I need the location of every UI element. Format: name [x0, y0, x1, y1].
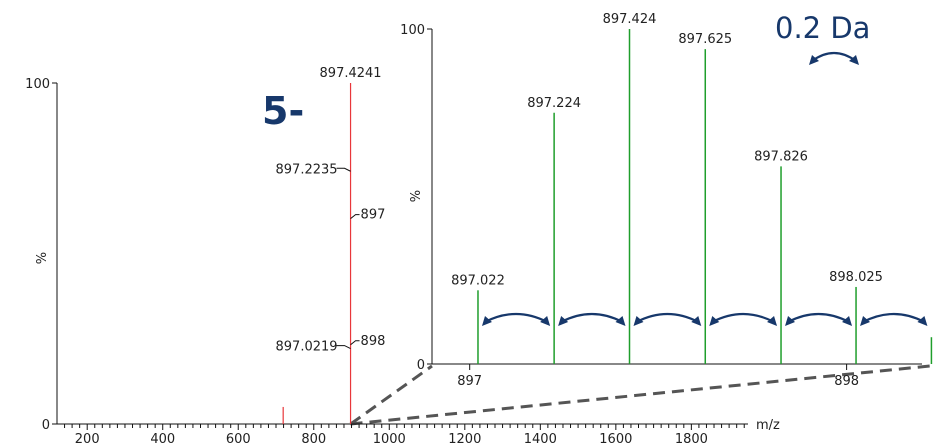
main-x-tick-label: 1800	[675, 432, 708, 447]
spacing-arrow-head-left	[633, 316, 644, 326]
inset-peak-label: 897.826	[754, 149, 808, 164]
main-x-tick-label: 400	[150, 432, 175, 447]
zoom-indicator	[349, 364, 931, 426]
inset-y-axis-title: %	[409, 190, 424, 202]
main-x-tick-label: 800	[301, 432, 326, 447]
inset-peak-label: 897.424	[603, 12, 657, 27]
zoom-line-left	[349, 364, 433, 426]
spacing-arrow-head-right	[691, 316, 702, 326]
main-x-tick-label: 600	[226, 432, 251, 447]
main-x-axis-title: m/z	[756, 418, 780, 433]
main-peak-label: 898	[361, 334, 386, 349]
main-peak-leader	[350, 340, 360, 346]
inset-x-tick-label: 897	[457, 374, 482, 389]
spacing-arrow-curve	[711, 312, 775, 323]
legend-spacing-arrow-curve	[811, 51, 857, 62]
spacing-arrow-curve	[560, 312, 624, 323]
inset-y-tick-label: 100	[400, 23, 425, 38]
main-peak-leader	[350, 214, 360, 219]
main-y-tick-label: 100	[25, 77, 50, 92]
isotope-zoom-chart: 0 100 897 898% 897.022 897.224 897.424 897.625 8…	[400, 12, 933, 389]
main-y-tick-label: 0	[42, 418, 50, 433]
inset-peak-label: 897.022	[451, 273, 505, 288]
main-peak-label: 897.2235	[276, 162, 338, 177]
main-peak-label: 897	[361, 208, 386, 223]
spacing-arrow-head-left	[481, 316, 492, 326]
spacing-arrow-head-left	[709, 316, 720, 326]
legend-spacing-arrow-head-left	[809, 55, 819, 65]
zoom-line-right	[350, 364, 931, 426]
main-x-tick-label: 1000	[373, 432, 406, 447]
spacing-arrow-curve	[787, 312, 850, 323]
main-y-axis-title: %	[35, 252, 50, 264]
spacing-arrow-head-right	[842, 316, 853, 326]
spacing-arrow-head-left	[860, 316, 871, 326]
annotation-layer: 5- 0.2 Da	[262, 11, 928, 326]
main-x-tick-label: 200	[75, 432, 100, 447]
main-x-tick-label: 1600	[599, 432, 632, 447]
spacing-arrow-head-right	[767, 316, 778, 326]
inset-y-tick-label: 0	[417, 358, 425, 373]
spacing-arrow-head-left	[785, 316, 796, 326]
isotope-spacing-label: 0.2 Da	[775, 11, 870, 45]
main-x-tick-label: 1200	[448, 432, 481, 447]
main-peak-label: 897.0219	[276, 340, 338, 355]
spacing-arrow-head-left	[558, 316, 569, 326]
inset-x-tick-label: 898	[834, 374, 859, 389]
main-peak-leader	[336, 167, 351, 172]
charge-state-label: 5-	[262, 89, 304, 133]
inset-peak-label: 897.224	[527, 96, 581, 111]
inset-peak-label: 897.625	[678, 32, 732, 47]
legend-spacing-arrow-head-right	[849, 55, 859, 65]
inset-peak-label: 898.025	[829, 270, 883, 285]
spacing-arrow-head-right	[917, 316, 928, 326]
main-x-tick-label: 1400	[524, 432, 557, 447]
main-peak-leader	[336, 345, 351, 350]
spacing-arrow-head-right	[540, 316, 551, 326]
spacing-arrow-curve	[484, 312, 548, 323]
spacing-arrow-curve	[636, 312, 699, 323]
main-peak-label: 897.4241	[320, 66, 382, 81]
full-spectrum-chart: 200 400 600 800 1000 1200 1400 1600 1800 0 100% m/z…	[25, 66, 780, 447]
spacing-arrow-head-right	[615, 316, 626, 326]
spacing-arrow-curve	[862, 312, 925, 323]
